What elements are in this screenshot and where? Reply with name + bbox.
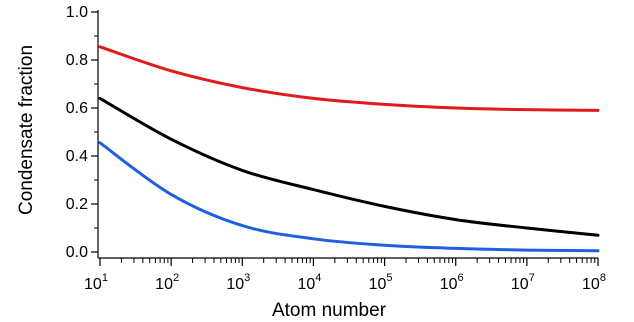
x-axis-title: Atom number <box>272 300 387 321</box>
y-tick-label: 0.4 <box>66 148 88 165</box>
x-tick-label: 104 <box>297 272 321 293</box>
x-tick-base: 10 <box>582 276 600 293</box>
x-tick-exponent: 2 <box>173 272 179 284</box>
x-tick-base: 10 <box>155 276 173 293</box>
x-tick-exponent: 3 <box>244 272 250 284</box>
x-tick-label: 106 <box>440 272 464 293</box>
x-tick-label: 101 <box>84 272 108 293</box>
x-tick-exponent: 6 <box>458 272 464 284</box>
x-tick-base: 10 <box>369 276 387 293</box>
series-line-3 <box>98 141 600 253</box>
x-tick-exponent: 4 <box>315 272 321 284</box>
y-tick-label: 0.0 <box>66 244 88 261</box>
series-line-2 <box>98 96 600 237</box>
x-tick-exponent: 1 <box>102 272 108 284</box>
x-tick-label: 102 <box>155 272 179 293</box>
x-tick-exponent: 8 <box>600 272 606 284</box>
series-lines <box>98 45 600 253</box>
axes <box>97 10 598 259</box>
x-tick-base: 10 <box>226 276 244 293</box>
y-axis-title: Condensate fraction <box>16 45 37 215</box>
x-tick-label: 108 <box>582 272 606 293</box>
x-tick-base: 10 <box>297 276 315 293</box>
x-tick-label: 105 <box>369 272 393 293</box>
x-tick-base: 10 <box>511 276 529 293</box>
ticks <box>91 11 599 266</box>
x-tick-base: 10 <box>84 276 102 293</box>
y-tick-label: 0.2 <box>66 196 88 213</box>
y-tick-label: 0.8 <box>66 52 88 69</box>
y-tick-label: 1.0 <box>66 4 88 21</box>
series-line-1 <box>98 45 600 112</box>
x-tick-exponent: 7 <box>529 272 535 284</box>
x-tick-label: 107 <box>511 272 535 293</box>
y-tick-label: 0.6 <box>66 100 88 117</box>
x-tick-label: 103 <box>226 272 250 293</box>
x-tick-exponent: 5 <box>386 272 392 284</box>
x-tick-base: 10 <box>440 276 458 293</box>
